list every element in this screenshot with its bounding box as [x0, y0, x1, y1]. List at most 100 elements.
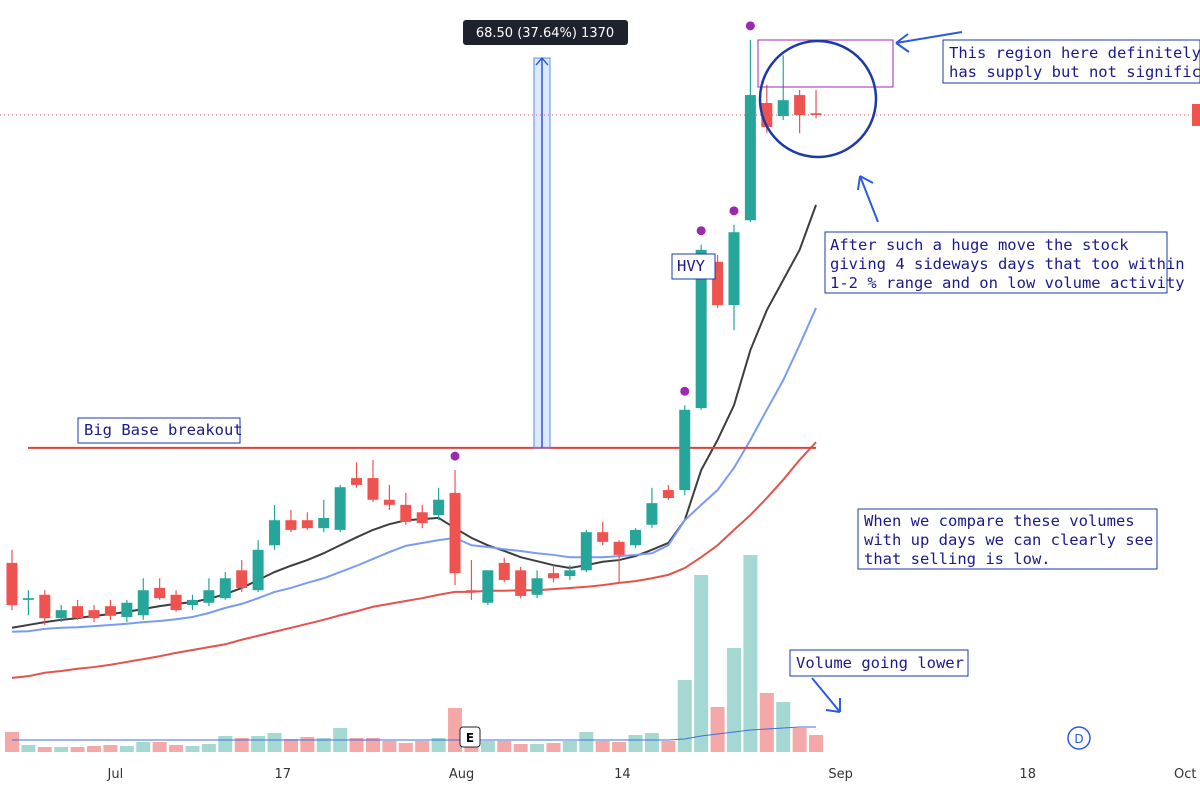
candle-body	[433, 499, 445, 516]
volume-bar	[792, 728, 807, 752]
candle-body	[580, 532, 592, 571]
note-text: 1-2 % range and on low volume activity	[830, 274, 1185, 292]
x-tick-label: Aug	[449, 767, 474, 782]
x-tick-label: 17	[274, 767, 291, 782]
x-tick-label: Sep	[828, 767, 853, 782]
arrow	[857, 175, 879, 223]
candle-body	[613, 541, 625, 555]
volume-bar	[644, 733, 659, 752]
breakout-label: Big Base breakout	[84, 421, 243, 439]
candle-body	[712, 261, 724, 306]
volume-bar	[497, 741, 512, 752]
price-stub	[1192, 103, 1200, 126]
candle-body	[318, 517, 330, 529]
volume-bar	[267, 733, 282, 752]
volume-bar	[21, 745, 36, 752]
volume-bar	[562, 741, 577, 752]
volume-bar	[251, 736, 266, 752]
candle-body	[203, 590, 215, 603]
candle-body	[695, 249, 707, 409]
volume-bar	[365, 738, 380, 752]
volume-bar	[628, 735, 643, 752]
volume-bar	[4, 732, 19, 752]
candle-body	[662, 490, 674, 499]
volume-bar	[300, 737, 315, 752]
volume-bar	[513, 744, 528, 752]
x-tick-label: 14	[614, 767, 631, 782]
candle-body	[301, 520, 313, 529]
candle-body	[219, 578, 231, 599]
volume-bar	[70, 747, 85, 752]
marker-dot	[729, 206, 739, 216]
moving-average	[11, 441, 817, 679]
hand-circle	[758, 39, 878, 159]
candle-body	[794, 95, 806, 115]
candle-body	[564, 570, 576, 576]
candle-body	[154, 587, 166, 599]
candle-body	[252, 549, 264, 591]
candle-body	[334, 487, 346, 530]
volume-bar	[710, 707, 725, 752]
candle-body	[39, 594, 51, 619]
note-text: After such a huge move the stock	[830, 236, 1129, 254]
arrow	[811, 677, 841, 713]
volume-bar	[809, 735, 824, 752]
candle-body	[137, 590, 149, 616]
note-text: When we compare these volumes	[864, 512, 1135, 530]
volume-average	[11, 726, 817, 741]
candle-body	[630, 529, 642, 546]
volume-bar	[726, 648, 741, 752]
candle-body	[170, 594, 182, 611]
volume-bar	[579, 732, 594, 752]
note-text: Volume going lower	[796, 654, 964, 672]
volume-bar	[677, 680, 692, 752]
volume-bar	[37, 747, 52, 752]
earnings-badge	[459, 726, 481, 748]
x-tick-label: 18	[1019, 767, 1036, 782]
volume-bar	[694, 575, 709, 752]
candle-body	[72, 606, 84, 619]
candle-body	[777, 100, 789, 117]
volume-bar	[480, 741, 495, 752]
candle-body	[285, 520, 297, 530]
note-text: giving 4 sideways days that too within	[830, 255, 1185, 273]
volume-bar	[743, 555, 758, 752]
candle-body	[22, 598, 34, 600]
region-box	[757, 39, 894, 88]
volume-bar	[546, 743, 561, 752]
candle-body	[367, 478, 379, 500]
candle-body	[547, 573, 559, 579]
label-box	[77, 417, 241, 444]
volume-bar	[201, 744, 216, 752]
volume-bar	[595, 741, 610, 752]
arrow	[895, 31, 963, 53]
dividend-label: D	[1074, 732, 1083, 746]
volume-bar	[448, 708, 463, 752]
candle-body	[55, 610, 67, 619]
candle-body	[728, 232, 740, 306]
candle-body	[498, 562, 510, 580]
candle-body	[351, 478, 363, 485]
x-tick-label: Oct	[1174, 767, 1196, 782]
moving-average	[11, 307, 817, 633]
volume-bar	[218, 736, 233, 752]
note-box	[942, 39, 1200, 84]
candle-body	[121, 602, 133, 617]
volume-bar	[54, 747, 69, 752]
volume-bar	[759, 693, 774, 752]
candle-body	[236, 570, 248, 588]
marker-dot	[450, 451, 460, 461]
volume-bar	[661, 741, 676, 752]
candle-body	[416, 512, 428, 524]
volume-bar	[415, 741, 430, 752]
candle-body	[761, 103, 773, 127]
candle-body	[269, 520, 281, 546]
candle-body	[186, 599, 198, 606]
volume-bar	[612, 742, 627, 752]
note-text: This region here definitely	[949, 44, 1200, 62]
note-box	[824, 231, 1168, 294]
volume-bar	[87, 746, 102, 752]
volume-bar	[349, 738, 364, 752]
volume-bar	[283, 739, 298, 752]
